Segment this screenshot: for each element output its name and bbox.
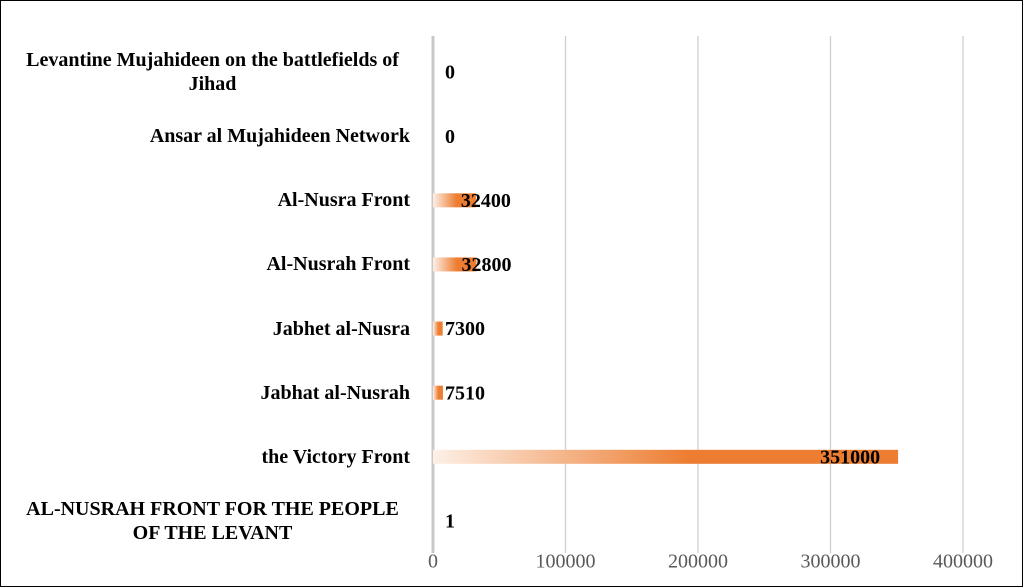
x-tick-label: 200000: [668, 551, 728, 573]
x-tick-label: 0: [428, 551, 438, 573]
y-tick-label: Jabhet al-Nusra: [10, 299, 410, 359]
data-label: 7510: [445, 382, 485, 404]
category-text: Jabhat al-Nusrah: [260, 381, 410, 404]
category-text: Al-Nusra Front: [277, 189, 410, 212]
bar: [433, 321, 443, 336]
x-tick-label: 100000: [536, 551, 596, 573]
bar: [433, 193, 476, 208]
y-tick-label: Levantine Mujahideen on the battlefields…: [10, 42, 410, 102]
data-label: 7300: [445, 318, 485, 340]
category-text: Levantine Mujahideen on the battlefields…: [26, 49, 399, 96]
y-tick-label: Jabhat al-Nusrah: [10, 363, 410, 423]
y-tick-label: Al-Nusra Front: [10, 170, 410, 230]
data-label: 0: [445, 62, 455, 84]
data-label: 32800: [461, 254, 511, 276]
data-label: 0: [445, 126, 455, 148]
category-text: Jabhet al-Nusra: [272, 317, 410, 340]
data-label: 32400: [461, 190, 511, 212]
y-tick-label: Ansar al Mujahideen Network: [10, 106, 410, 166]
data-label: 351000: [820, 446, 880, 468]
category-text: Ansar al Mujahideen Network: [149, 125, 410, 148]
category-text: AL-NUSRAH FRONT FOR THE PEOPLE OF THE LE…: [26, 497, 399, 544]
y-tick-label: Al-Nusrah Front: [10, 234, 410, 294]
bar: [433, 449, 899, 464]
y-tick-label: AL-NUSRAH FRONT FOR THE PEOPLE OF THE LE…: [10, 491, 410, 551]
data-label: 1: [445, 511, 455, 533]
category-text: the Victory Front: [261, 445, 411, 468]
x-tick-label: 300000: [801, 551, 861, 573]
bar: [433, 385, 443, 400]
x-tick-label: 400000: [933, 551, 993, 573]
category-text: Al-Nusrah Front: [266, 253, 410, 276]
y-tick-label: the Victory Front: [10, 427, 411, 487]
bar: [433, 257, 477, 272]
